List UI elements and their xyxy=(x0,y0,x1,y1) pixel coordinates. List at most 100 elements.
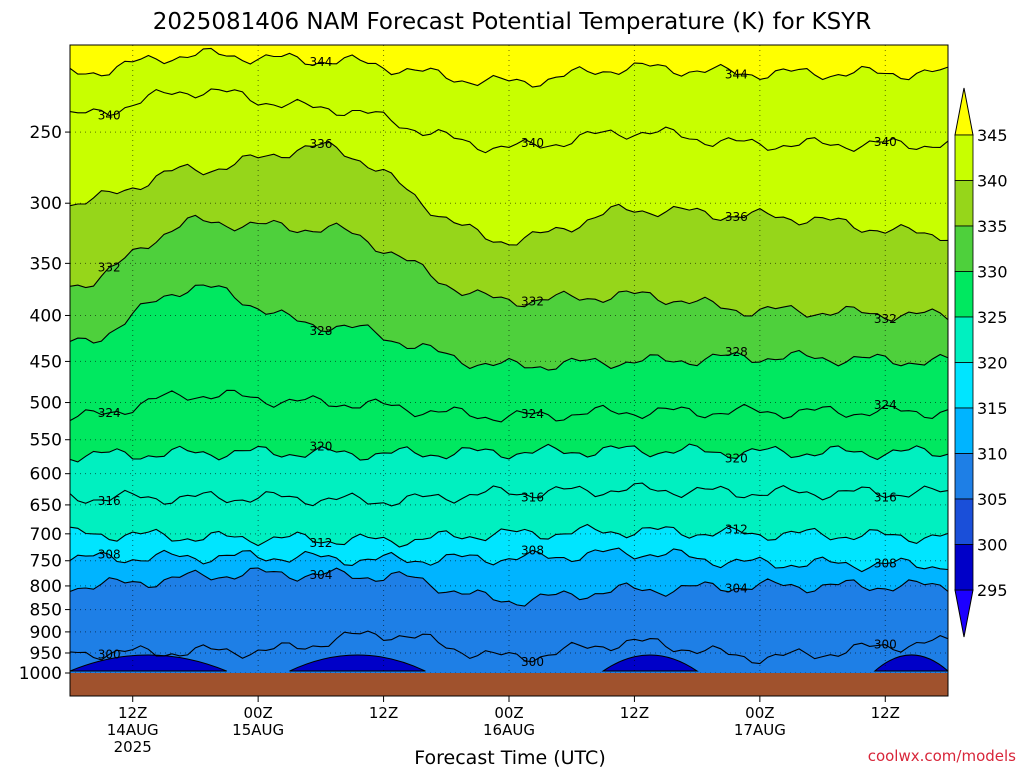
x-tick-label: 00Z xyxy=(745,704,774,722)
contour-label: 336 xyxy=(725,210,748,224)
colorbar-label: 340 xyxy=(977,172,1008,191)
colorbar-label: 335 xyxy=(977,217,1008,236)
contour-label: 300 xyxy=(98,647,121,661)
contour-label: 308 xyxy=(521,543,544,557)
y-tick-label: 700 xyxy=(30,525,62,545)
isentrope-328 xyxy=(70,284,948,371)
colorbar-label: 295 xyxy=(977,581,1008,600)
contour-label: 344 xyxy=(309,55,332,69)
colorbar-swatch xyxy=(954,498,974,545)
contour-label: 344 xyxy=(725,67,748,81)
y-tick-label: 600 xyxy=(30,465,62,485)
colorbar-swatch xyxy=(954,362,974,409)
contour-label: 324 xyxy=(98,406,121,420)
cold-pool-1 xyxy=(289,654,426,672)
x-tick-label: 00Z xyxy=(494,704,523,722)
colorbar-label: 315 xyxy=(977,399,1008,418)
contour-label: 312 xyxy=(309,536,332,550)
isentrope-308 xyxy=(70,547,948,573)
colorbar-label: 300 xyxy=(977,536,1008,555)
contour-label: 340 xyxy=(521,136,544,150)
isentrope-316 xyxy=(70,482,948,507)
cold-pool-3 xyxy=(873,654,948,672)
contour-label: 328 xyxy=(725,345,748,359)
isentrope-340 xyxy=(70,88,948,154)
contour-label: 336 xyxy=(309,137,332,151)
contour-label: 308 xyxy=(874,557,897,571)
y-tick-label: 400 xyxy=(30,306,62,326)
colorbar-swatch xyxy=(954,271,974,318)
isentrope-300 xyxy=(70,630,948,665)
x-tick-label: 12Z xyxy=(369,704,398,722)
contour-label: 340 xyxy=(874,135,897,149)
contour-label: 316 xyxy=(98,494,121,508)
contour-label: 320 xyxy=(309,439,332,453)
colorbar-swatch xyxy=(954,316,974,363)
contour-label: 332 xyxy=(98,260,121,274)
x-tick-label: 14AUG xyxy=(107,721,159,739)
contour-labels: 300 300 300 304 304 308 308 308 312 312 316 316 316 3… xyxy=(98,55,897,669)
isentrope-336 xyxy=(70,140,948,246)
colorbar-swatch xyxy=(954,453,974,500)
x-tick-label: 12Z xyxy=(118,704,147,722)
colorbar-swatch xyxy=(954,225,974,272)
colorbar-label: 345 xyxy=(977,126,1008,145)
contour-label: 316 xyxy=(521,491,544,505)
x-tick-label: 12Z xyxy=(871,704,900,722)
y-tick-label: 300 xyxy=(30,194,62,214)
contour-label: 308 xyxy=(98,547,121,561)
y-tick-label: 850 xyxy=(30,601,62,621)
y-tick-label: 800 xyxy=(30,577,62,597)
theta-fill-bands xyxy=(70,45,948,673)
plot-area xyxy=(70,45,948,673)
contour-label: 320 xyxy=(725,451,748,465)
theta-band-344 xyxy=(70,45,948,88)
colorbar-top-arrow xyxy=(954,87,974,136)
contour-label: 300 xyxy=(521,655,544,669)
contour-label: 316 xyxy=(874,491,897,505)
y-tick-label: 650 xyxy=(30,496,62,516)
x-tick-label: 16AUG xyxy=(483,721,535,739)
x-tick-label: 2025 xyxy=(114,738,152,756)
y-tick-label: 550 xyxy=(30,431,62,451)
contour-label: 300 xyxy=(874,638,897,652)
y-tick-label: 1000 xyxy=(19,664,62,684)
cold-pool-2 xyxy=(601,654,699,672)
y-tick-label: 500 xyxy=(30,394,62,414)
contour-label: 324 xyxy=(521,407,544,421)
colorbar-label: 310 xyxy=(977,445,1008,464)
y-tick-label: 250 xyxy=(30,123,62,143)
colorbar: 345 340 335 330 325 320 315 310 305 300 295 xyxy=(954,87,1008,638)
colorbar-swatch xyxy=(954,407,974,454)
isentrope-332 xyxy=(70,214,948,323)
chart-title: 2025081406 NAM Forecast Potential Temper… xyxy=(153,9,871,35)
y-axis: 250 300 350 400 450 500 550 600 650 700 750 800 8509… xyxy=(19,123,70,684)
contour-label: 304 xyxy=(725,581,748,595)
contour-label: 340 xyxy=(98,109,121,123)
y-tick-label: 350 xyxy=(30,254,62,274)
colorbar-label: 325 xyxy=(977,308,1008,327)
colorbar-label: 330 xyxy=(977,263,1008,282)
x-tick-label: 00Z xyxy=(243,704,272,722)
isentrope-304 xyxy=(70,567,948,607)
y-tick-label: 900 xyxy=(30,623,62,643)
contour-label: 304 xyxy=(309,568,332,582)
colorbar-label: 305 xyxy=(977,490,1008,509)
y-tick-label: 750 xyxy=(30,552,62,572)
colorbar-label: 320 xyxy=(977,354,1008,373)
x-tick-label: 12Z xyxy=(620,704,649,722)
contour-label: 312 xyxy=(725,522,748,536)
colorbar-swatch xyxy=(954,180,974,227)
y-tick-label: 450 xyxy=(30,352,62,372)
credit-link[interactable]: coolwx.com/models xyxy=(868,747,1016,765)
isentrope-320 xyxy=(70,443,948,463)
colorbar-swatch xyxy=(954,544,974,591)
x-tick-label: 17AUG xyxy=(734,721,786,739)
x-axis-label: Forecast Time (UTC) xyxy=(414,747,605,768)
contour-label: 324 xyxy=(874,398,897,412)
contour-label: 332 xyxy=(521,294,544,308)
contour-label: 328 xyxy=(309,324,332,338)
colorbar-bottom-arrow xyxy=(954,589,974,638)
